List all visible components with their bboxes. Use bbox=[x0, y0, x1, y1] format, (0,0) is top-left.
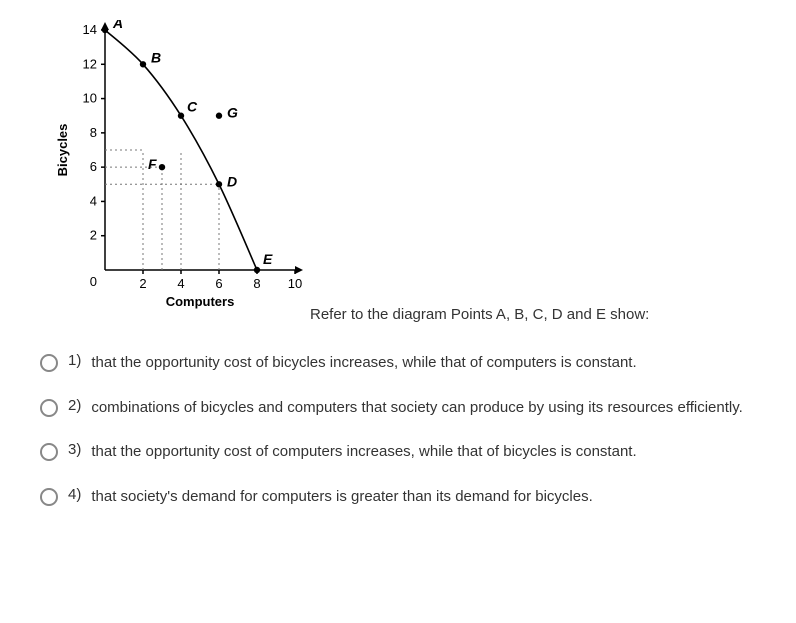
option-number: 4) bbox=[68, 486, 81, 503]
svg-text:A: A bbox=[112, 20, 123, 31]
svg-text:12: 12 bbox=[83, 56, 97, 71]
option-4[interactable]: 4) that society's demand for computers i… bbox=[40, 486, 776, 509]
svg-text:2: 2 bbox=[90, 228, 97, 243]
svg-text:D: D bbox=[227, 173, 237, 189]
svg-text:F: F bbox=[148, 156, 157, 172]
option-number: 1) bbox=[68, 352, 81, 369]
option-text: that society's demand for computers is g… bbox=[91, 486, 776, 509]
option-text: that the opportunity cost of computers i… bbox=[91, 441, 776, 464]
svg-text:6: 6 bbox=[90, 159, 97, 174]
question-text: Refer to the diagram Points A, B, C, D a… bbox=[310, 306, 649, 328]
radio-icon[interactable] bbox=[40, 488, 58, 506]
chart-svg: 2 4 6 8 10 12 14 0 2 4 6 8 10 Computers Bicycles A B C D E F… bbox=[50, 20, 310, 320]
svg-text:E: E bbox=[263, 251, 273, 267]
svg-text:2: 2 bbox=[139, 276, 146, 291]
svg-text:8: 8 bbox=[253, 276, 260, 291]
svg-text:G: G bbox=[227, 105, 238, 121]
svg-text:10: 10 bbox=[83, 91, 97, 106]
svg-text:10: 10 bbox=[288, 276, 302, 291]
svg-text:14: 14 bbox=[83, 22, 97, 37]
option-number: 3) bbox=[68, 441, 81, 458]
option-text: that the opportunity cost of bicycles in… bbox=[91, 352, 776, 375]
svg-text:Bicycles: Bicycles bbox=[55, 124, 70, 177]
radio-icon[interactable] bbox=[40, 399, 58, 417]
svg-text:8: 8 bbox=[90, 125, 97, 140]
radio-icon[interactable] bbox=[40, 354, 58, 372]
svg-text:0: 0 bbox=[90, 274, 97, 289]
option-1[interactable]: 1) that the opportunity cost of bicycles… bbox=[40, 352, 776, 375]
option-text: combinations of bicycles and computers t… bbox=[91, 397, 776, 420]
svg-text:B: B bbox=[151, 49, 161, 65]
option-3[interactable]: 3) that the opportunity cost of computer… bbox=[40, 441, 776, 464]
svg-text:C: C bbox=[187, 99, 198, 115]
svg-text:Computers: Computers bbox=[166, 294, 235, 309]
ppf-chart: 2 4 6 8 10 12 14 0 2 4 6 8 10 Computers Bicycles A B C D E F… bbox=[50, 20, 310, 320]
options-group: 1) that the opportunity cost of bicycles… bbox=[40, 352, 776, 508]
option-number: 2) bbox=[68, 397, 81, 414]
radio-icon[interactable] bbox=[40, 443, 58, 461]
svg-text:6: 6 bbox=[215, 276, 222, 291]
svg-text:4: 4 bbox=[90, 193, 97, 208]
option-2[interactable]: 2) combinations of bicycles and computer… bbox=[40, 397, 776, 420]
svg-text:4: 4 bbox=[177, 276, 184, 291]
